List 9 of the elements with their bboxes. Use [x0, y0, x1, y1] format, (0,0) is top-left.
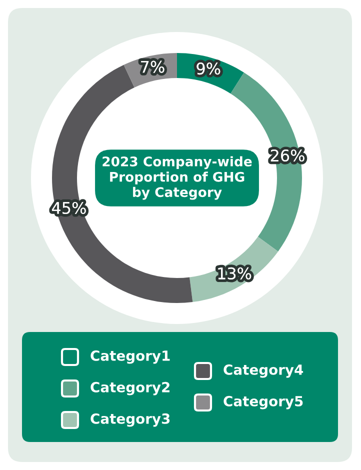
- data-label: 9%: [196, 62, 220, 75]
- data-label: 13%: [218, 267, 252, 280]
- text: 2023 Company-wide Proportion of GHG by Category: [102, 156, 252, 200]
- legend-label: Category4: [224, 364, 304, 378]
- legend-label: Category5: [224, 396, 303, 410]
- data-label: 7%: [141, 60, 164, 73]
- legend-label: Category3: [90, 413, 170, 427]
- legend-label: Category1: [90, 350, 170, 364]
- legend-label: Category2: [90, 382, 170, 396]
